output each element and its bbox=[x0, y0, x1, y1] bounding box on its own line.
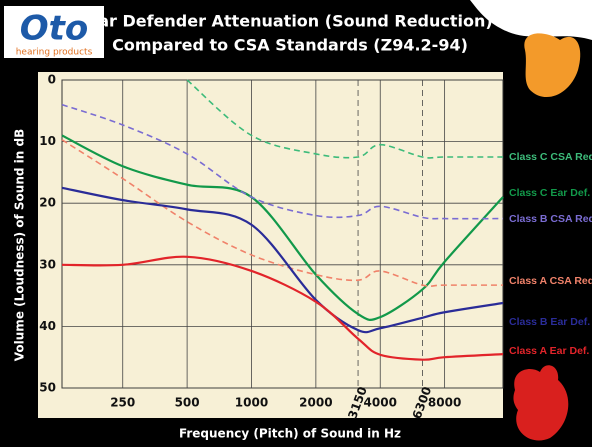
logo-brand: Oto bbox=[20, 9, 89, 49]
y-tick-label: 0 bbox=[48, 73, 56, 87]
logo-tagline: hearing products bbox=[16, 48, 93, 58]
y-axis-label: Volume (Loudness) of Sound in dB bbox=[13, 129, 27, 361]
y-tick-label: 40 bbox=[39, 319, 56, 333]
legend-entry: Class B Ear Def. bbox=[509, 316, 590, 328]
x-tick-label: 8000 bbox=[428, 396, 461, 410]
y-tick-label: 20 bbox=[39, 196, 56, 210]
legend-entry: Class B CSA Req. bbox=[509, 213, 592, 225]
x-tick-label: 500 bbox=[175, 396, 200, 410]
y-tick-label: 10 bbox=[39, 134, 56, 148]
x-tick-label: 2000 bbox=[299, 396, 332, 410]
chart-subtitle: Compared to CSA Standards (Z94.2-94) bbox=[112, 36, 468, 55]
chart: Oto hearing products Ear Defender Attenu… bbox=[0, 0, 592, 447]
chart-title: Ear Defender Attenuation (Sound Reductio… bbox=[87, 12, 492, 31]
legend-entry: Class C Ear Def. bbox=[509, 187, 590, 199]
x-tick-label: 1000 bbox=[235, 396, 268, 410]
legend-entry: Class C CSA Req. bbox=[509, 151, 592, 163]
x-tick-label: 250 bbox=[110, 396, 135, 410]
x-tick-label: 4000 bbox=[364, 396, 397, 410]
x-axis-label: Frequency (Pitch) of Sound in Hz bbox=[179, 427, 401, 441]
legend-entry: Class A CSA Req. bbox=[509, 275, 592, 287]
y-tick-label: 30 bbox=[39, 257, 56, 271]
legend-entry: Class A Ear Def. bbox=[509, 345, 589, 357]
y-tick-label: 50 bbox=[39, 381, 56, 395]
plot-panel bbox=[38, 72, 503, 418]
